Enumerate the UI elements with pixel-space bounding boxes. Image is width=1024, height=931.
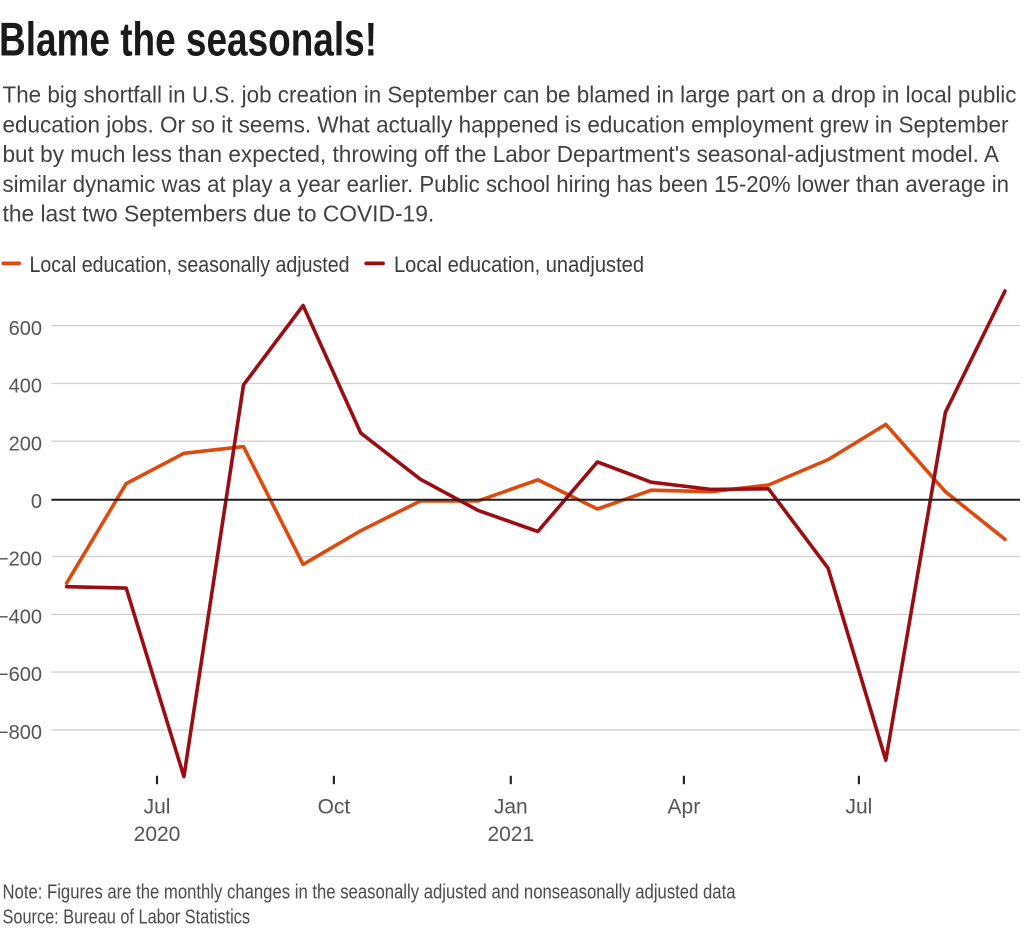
svg-text:Apr: Apr xyxy=(668,796,701,819)
svg-text:2020: 2020 xyxy=(134,823,181,846)
svg-text:−400: −400 xyxy=(0,607,42,629)
svg-text:Jul: Jul xyxy=(845,796,872,819)
svg-text:Source: Bureau of Labor Statis: Source: Bureau of Labor Statistics xyxy=(3,907,251,929)
svg-text:Oct: Oct xyxy=(318,796,351,819)
svg-text:Local education, seasonally ad: Local education, seasonally adjusted xyxy=(30,252,350,277)
svg-text:−800: −800 xyxy=(0,722,42,744)
svg-text:2021: 2021 xyxy=(487,823,534,846)
svg-text:Blame the seasonals!: Blame the seasonals! xyxy=(0,14,377,67)
svg-text:400: 400 xyxy=(9,376,42,398)
svg-text:Local education, unadjusted: Local education, unadjusted xyxy=(394,252,644,277)
svg-text:200: 200 xyxy=(9,433,42,455)
svg-text:but by much less than expected: but by much less than expected, throwing… xyxy=(3,141,1000,167)
svg-text:The big shortfall in U.S. job: The big shortfall in U.S. job creation i… xyxy=(3,82,1017,108)
svg-text:600: 600 xyxy=(9,318,42,340)
svg-text:similar dynamic was at play a: similar dynamic was at play a year earli… xyxy=(3,171,1010,197)
svg-text:−200: −200 xyxy=(0,549,42,571)
svg-text:Note: Figures are the monthly: Note: Figures are the monthly changes in… xyxy=(3,882,737,904)
svg-text:the last two Septembers due to: the last two Septembers due to COVID-19. xyxy=(3,201,435,227)
svg-text:Jan: Jan xyxy=(494,796,528,819)
svg-text:Jul: Jul xyxy=(144,796,171,819)
svg-text:0: 0 xyxy=(31,491,42,513)
svg-text:−600: −600 xyxy=(0,664,42,686)
svg-text:education jobs. Or so it seems: education jobs. Or so it seems. What act… xyxy=(3,111,1009,137)
